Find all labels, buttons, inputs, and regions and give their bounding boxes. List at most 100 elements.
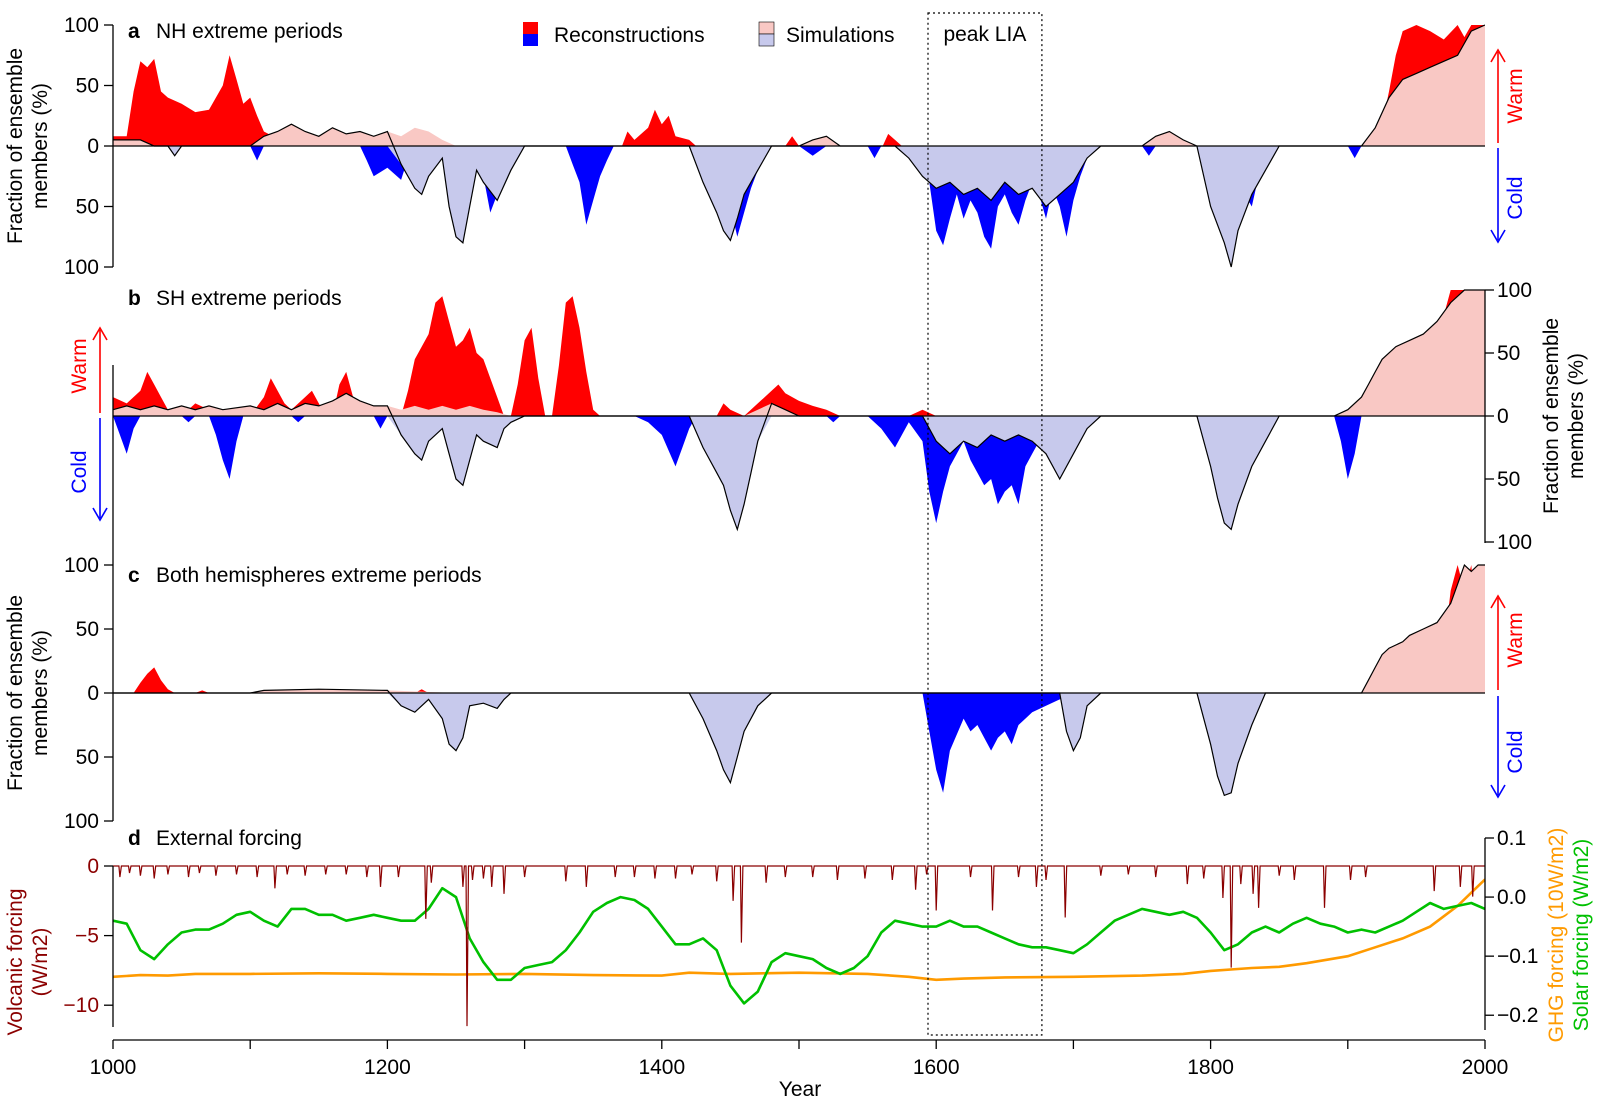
panel-c-cold-label: Cold <box>1504 730 1527 773</box>
legend-recon-cold-swatch <box>523 34 538 46</box>
peak-lia-label: peak LIA <box>943 23 1026 46</box>
legend-sim-warm-swatch <box>758 21 775 35</box>
panel-a-title: NH extreme periods <box>156 20 343 43</box>
legend-simulations-label: Simulations <box>786 24 895 47</box>
panel-d-right-ytick-label: 0.1 <box>1497 827 1526 850</box>
panel-c-warm-label: Warm <box>1504 612 1527 667</box>
x-axis-tick-label: 1600 <box>913 1056 960 1079</box>
panel-a-sim-cold-area <box>167 146 1485 267</box>
panel-b-recon-warm-area <box>113 290 1485 416</box>
panel-b-recon-cold-area <box>113 416 1485 524</box>
panel-d-solar-line <box>113 886 1485 1005</box>
panel-a-yticks: 100 50 0 50 100 <box>64 14 113 279</box>
panel-d: 0 −5 −10 0.1 0.0 −0.1 −0.2 d External forcing… <box>4 827 1593 1042</box>
panel-b-recon-cold <box>113 416 1485 524</box>
panel-d-ghg-line <box>113 878 1485 982</box>
panel-c-ylabel-2: members (%) <box>29 630 52 756</box>
panel-a-ytick-label: 100 <box>64 256 99 279</box>
panel-c-ylabel-1: Fraction of ensemble <box>4 595 27 791</box>
panel-a-recon-warm <box>113 25 1485 146</box>
legend-reconstructions: Reconstructions <box>523 22 705 47</box>
panel-c-sim-cold-area <box>387 693 1485 796</box>
panel-a-sim-cold <box>167 146 1485 267</box>
panel-c-ytick-label: 50 <box>76 618 99 641</box>
panel-c-recon-cold-area <box>442 693 1485 793</box>
panel-a-recon-warm-area <box>113 25 1485 146</box>
panel-a-cold-label: Cold <box>1504 176 1527 219</box>
panel-b-warm-cold-indicator: Warm Cold <box>68 326 108 522</box>
panel-d-left-ylabel-2: (W/m2) <box>29 928 52 997</box>
panel-d-right-ytick-label: −0.2 <box>1497 1004 1538 1027</box>
panel-b-sim-line <box>113 289 1485 532</box>
panel-b-ytick-label: 0 <box>1497 405 1509 428</box>
panel-c-title: Both hemispheres extreme periods <box>156 564 482 587</box>
legend-recon-warm-swatch <box>523 22 538 34</box>
panel-b: 100 50 0 50 100 b SH extreme periods Fractio… <box>68 279 1588 554</box>
panel-b-ytick-label: 50 <box>1497 468 1520 491</box>
panel-b-ylabel-1: Fraction of ensemble <box>1540 318 1563 514</box>
panel-c: 100 50 0 50 100 c Both hemispheres extreme p… <box>4 365 1527 833</box>
panel-a-warm-label: Warm <box>1504 68 1527 123</box>
panel-d-solar-ylabel: Solar forcing (W/m2) <box>1570 839 1593 1032</box>
panel-a-sim-line <box>113 24 1485 268</box>
panel-d-left-ylabel-1: Volcanic forcing <box>4 888 27 1035</box>
panel-c-ytick-label: 100 <box>64 810 99 833</box>
panel-b-sim-outline <box>113 289 1485 532</box>
panel-a-ytick-label: 50 <box>76 196 99 219</box>
panel-c-yticks: 100 50 0 50 100 <box>64 554 113 833</box>
x-axis-tick-label: 1800 <box>1187 1056 1234 1079</box>
legend-reconstructions-label: Reconstructions <box>554 24 705 47</box>
panel-d-volcanic-series <box>113 865 1485 1027</box>
panel-b-ytick-label: 100 <box>1497 279 1532 302</box>
panel-c-ytick-label: 100 <box>64 554 99 577</box>
panel-a-ytick-label: 100 <box>64 14 99 37</box>
panel-a-letter: a <box>128 20 140 43</box>
panel-d-ghg-series <box>113 878 1485 982</box>
panel-b-cold-label: Cold <box>68 450 91 493</box>
legend-sim-cold-swatch <box>758 33 775 47</box>
panel-b-yticks: 100 50 0 50 100 <box>1485 279 1532 554</box>
panel-b-warm-label: Warm <box>68 338 91 393</box>
panel-c-ytick-label: 0 <box>87 682 99 705</box>
panel-b-title: SH extreme periods <box>156 287 342 310</box>
panel-b-sim-cold <box>387 416 1485 530</box>
panel-b-ytick-label: 100 <box>1497 531 1532 554</box>
panel-d-volcanic-line <box>113 865 1485 1027</box>
panel-a-ylabel-1: Fraction of ensemble <box>4 48 27 244</box>
x-axis-ticks: 1000 1200 1400 1600 1800 2000 <box>90 1040 1509 1079</box>
panel-a-ylabel-2: members (%) <box>29 83 52 209</box>
x-axis-label: Year <box>779 1078 821 1101</box>
panel-c-sim-line <box>113 563 1485 797</box>
panel-b-letter: b <box>128 287 141 310</box>
panel-a-ytick-label: 0 <box>87 135 99 158</box>
legend: Reconstructions Simulations <box>523 21 895 47</box>
panel-d-letter: d <box>128 827 141 850</box>
panel-d-right-ytick-label: 0.0 <box>1497 886 1526 909</box>
legend-simulations: Simulations <box>758 21 895 47</box>
panel-d-left-yticks: 0 −5 −10 <box>63 855 113 1017</box>
x-axis-tick-label: 2000 <box>1462 1056 1509 1079</box>
panel-c-warm-cold-indicator: Warm Cold <box>1490 594 1527 799</box>
panel-b-ytick-label: 50 <box>1497 342 1520 365</box>
x-axis: 1000 1200 1400 1600 1800 2000 Year <box>90 1039 1509 1101</box>
panel-d-right-ytick-label: −0.1 <box>1497 945 1538 968</box>
panel-a: 100 50 0 50 100 a NH extreme periods Fractio… <box>4 14 1527 279</box>
panel-d-right-yticks: 0.1 0.0 −0.1 −0.2 <box>1485 827 1538 1027</box>
panel-b-sim-cold-area <box>387 416 1485 530</box>
panel-d-ghg-ylabel: GHG forcing (10W/m2) <box>1545 828 1568 1043</box>
panel-a-sim-outline <box>113 24 1485 268</box>
panel-b-recon-warm <box>113 290 1485 416</box>
panel-d-title: External forcing <box>156 827 302 850</box>
peak-lia-box <box>927 12 1043 1036</box>
panel-d-solar-series <box>113 886 1485 1005</box>
panel-c-letter: c <box>128 564 140 587</box>
panel-d-left-ytick-label: 0 <box>87 855 99 878</box>
panel-c-sim-outline <box>113 563 1485 797</box>
panel-d-left-ytick-label: −5 <box>75 925 99 948</box>
panel-a-ytick-label: 50 <box>76 75 99 98</box>
panel-d-left-ytick-label: −10 <box>63 994 99 1017</box>
x-axis-tick-label: 1200 <box>364 1056 411 1079</box>
panel-c-ytick-label: 50 <box>76 746 99 769</box>
panel-c-recon-cold <box>442 693 1485 793</box>
